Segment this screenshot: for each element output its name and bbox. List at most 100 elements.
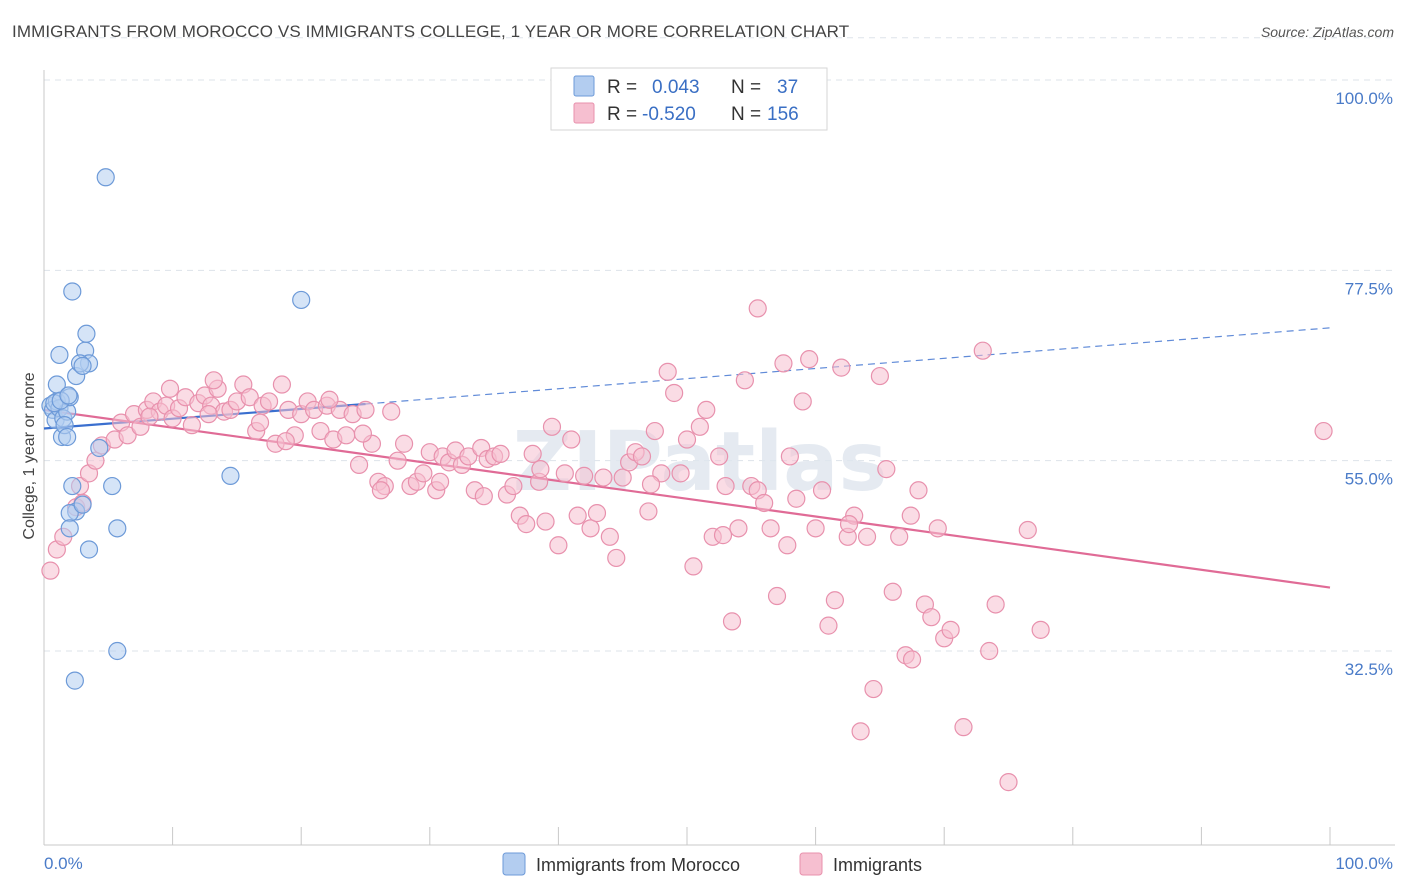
immigrants-point-56 — [414, 464, 433, 483]
immigrants-point-109 — [755, 493, 774, 513]
immigrants-point-145 — [1031, 620, 1050, 639]
legend-n-label-1: N = — [731, 77, 761, 98]
immigrants-point-130 — [890, 527, 909, 546]
immigrants-point-117 — [806, 519, 825, 538]
immigrants-point-46 — [349, 455, 369, 474]
immigrants-point-96 — [671, 464, 690, 483]
immigrants-point-158 — [839, 515, 859, 534]
stats-legend: R = 0.043 N = 37 R = -0.520 N = 156 — [550, 67, 828, 131]
legend-swatch-blue — [573, 75, 595, 97]
immigrants-point-63 — [459, 447, 478, 466]
immigrants-point-83 — [587, 504, 607, 523]
immigrants-point-97 — [677, 430, 697, 449]
immigrants-point-47 — [356, 400, 375, 420]
immigrants-point-95 — [665, 383, 684, 403]
immigrants-point-119 — [819, 616, 838, 635]
immigrants-point-104 — [722, 612, 742, 631]
immigrants-point-53 — [394, 434, 414, 453]
immigrants-point-154 — [531, 460, 550, 479]
legend-n-value-1: 37 — [777, 77, 798, 98]
immigrants-point-75 — [536, 512, 555, 531]
immigrants-point-86 — [607, 548, 626, 568]
bottom-legend: Immigrants from Morocco Immigrants — [502, 852, 922, 876]
immigrants-point-77 — [549, 536, 568, 555]
immigrants-point-81 — [575, 466, 594, 485]
immigrants-point-84 — [594, 468, 613, 487]
immigrants-point-152 — [430, 472, 450, 491]
immigrants-point-153 — [474, 487, 493, 506]
immigrants-point-156 — [713, 526, 733, 545]
stats-legend-box — [550, 67, 828, 131]
legend-swatch-pink — [573, 102, 595, 124]
immigrants-point-82 — [581, 519, 600, 538]
morocco-point-36 — [59, 386, 78, 405]
immigrants-point-70 — [504, 476, 523, 496]
immigrants-point-99 — [690, 417, 709, 436]
morocco-point-30 — [292, 290, 311, 310]
immigrants-point-92 — [645, 421, 664, 441]
morocco-point-31 — [221, 466, 240, 485]
tick-labels: 32.5% 55.0% 77.5% 100.0% 0.0% 100.0% — [44, 89, 1393, 873]
immigrants-point-103 — [716, 476, 735, 496]
immigrants-point-106 — [735, 371, 754, 390]
immigrants-point-128 — [877, 460, 896, 479]
legend-r-value-1: 0.043 — [652, 77, 700, 98]
morocco-point-27 — [108, 519, 127, 538]
immigrants-point-29 — [240, 388, 259, 407]
immigrants-point-141 — [980, 641, 999, 661]
bottom-legend-swatch-pink — [799, 852, 823, 876]
immigrants-point-100 — [697, 400, 716, 420]
immigrants-point-121 — [832, 358, 851, 377]
immigrants-point-98 — [684, 557, 703, 576]
immigrants-point-10 — [118, 426, 137, 445]
immigrants-point-114 — [787, 489, 806, 508]
morocco-point-32 — [108, 641, 127, 661]
legend-n-label-2: N = — [731, 104, 761, 125]
immigrants-point-124 — [851, 722, 870, 741]
legend-n-value-2: 156 — [767, 104, 799, 125]
immigrants-point-111 — [767, 586, 787, 606]
bottom-legend-swatch-blue — [502, 852, 526, 876]
immigrants-point-133 — [909, 481, 928, 500]
immigrants-point-76 — [542, 417, 562, 436]
morocco-point-23 — [73, 356, 92, 376]
morocco-point-9 — [50, 345, 69, 365]
axes — [43, 70, 1395, 846]
morocco-point-16 — [73, 495, 92, 514]
immigrants-point-80 — [568, 506, 587, 525]
immigrants-point-102 — [710, 447, 729, 466]
chart-source: Source: ZipAtlas.com — [1260, 24, 1394, 40]
immigrants-point-94 — [658, 362, 677, 381]
immigrants-point-126 — [864, 679, 883, 699]
immigrants-point-85 — [600, 527, 619, 546]
immigrants-point-52 — [388, 451, 407, 470]
immigrants-point-135 — [922, 608, 941, 627]
immigrants-point-139 — [954, 718, 973, 737]
immigrants-point-125 — [857, 527, 877, 546]
immigrants-point-165 — [353, 424, 373, 443]
immigrants-point-20 — [182, 416, 201, 435]
bottom-legend-label-immigrants: Immigrants — [833, 855, 922, 875]
immigrants-point-127 — [870, 366, 890, 386]
bottom-legend-label-morocco: Immigrants from Morocco — [536, 855, 740, 875]
immigrants-point-160 — [140, 407, 159, 426]
immigrants-point-132 — [902, 650, 922, 669]
immigrants-point-150 — [276, 432, 295, 451]
x-tick-label-0: 0.0% — [44, 854, 83, 873]
immigrants-point-140 — [973, 341, 992, 360]
immigrants-point-73 — [523, 444, 542, 463]
immigrants-point-116 — [800, 350, 819, 369]
immigrants-point-144 — [1018, 520, 1037, 540]
immigrants-point-34 — [272, 375, 292, 394]
immigrants-point-155 — [641, 475, 661, 494]
series-immigrants — [41, 299, 1333, 792]
series-immigrants-from-morocco — [41, 168, 311, 690]
morocco-point-13 — [63, 476, 82, 496]
y-tick-label-2: 77.5% — [1345, 279, 1393, 298]
legend-r-value-2: -0.520 — [642, 104, 696, 125]
immigrants-point-163 — [250, 413, 270, 432]
immigrants-point-159 — [901, 506, 920, 525]
immigrants-point-120 — [825, 591, 844, 610]
immigrants-point-78 — [555, 464, 574, 483]
